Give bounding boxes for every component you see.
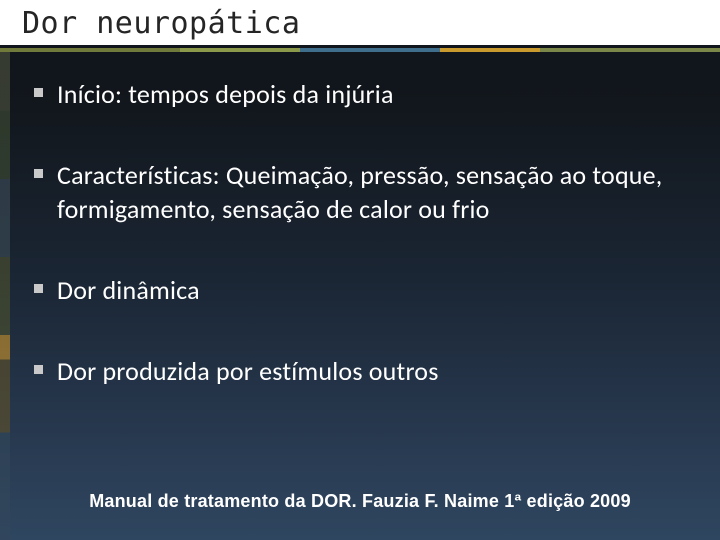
footer-citation: Manual de tratamento da DOR. Fauzia F. N… bbox=[0, 491, 720, 512]
bullet-item: Dor produzida por estímulos outros bbox=[34, 355, 674, 388]
accent-segment bbox=[180, 48, 300, 52]
bullet-item: Dor dinâmica bbox=[34, 274, 674, 307]
accent-bar bbox=[0, 48, 720, 52]
bullet-text: Características: Queimação, pressão, sen… bbox=[57, 159, 674, 226]
bullet-text: Dor dinâmica bbox=[57, 274, 674, 307]
accent-segment bbox=[440, 48, 540, 52]
bullet-marker-icon bbox=[34, 169, 43, 178]
bullet-item: Início: tempos depois da injúria bbox=[34, 78, 674, 111]
bullet-marker-icon bbox=[34, 88, 43, 97]
bullet-marker-icon bbox=[34, 284, 43, 293]
slide: Dor neuropática Início: tempos depois da… bbox=[0, 0, 720, 540]
accent-segment bbox=[300, 48, 440, 52]
bullet-item: Características: Queimação, pressão, sen… bbox=[34, 159, 674, 226]
bullet-list: Início: tempos depois da injúria Caracter… bbox=[34, 60, 674, 388]
slide-title: Dor neuropática bbox=[22, 6, 720, 41]
bullet-text: Dor produzida por estímulos outros bbox=[57, 355, 674, 388]
bullet-text: Início: tempos depois da injúria bbox=[57, 78, 674, 111]
left-decorative-stripe bbox=[0, 52, 10, 540]
title-bar: Dor neuropática bbox=[0, 0, 720, 45]
bullet-marker-icon bbox=[34, 365, 43, 374]
accent-segment bbox=[0, 48, 180, 52]
accent-segment bbox=[540, 48, 720, 52]
